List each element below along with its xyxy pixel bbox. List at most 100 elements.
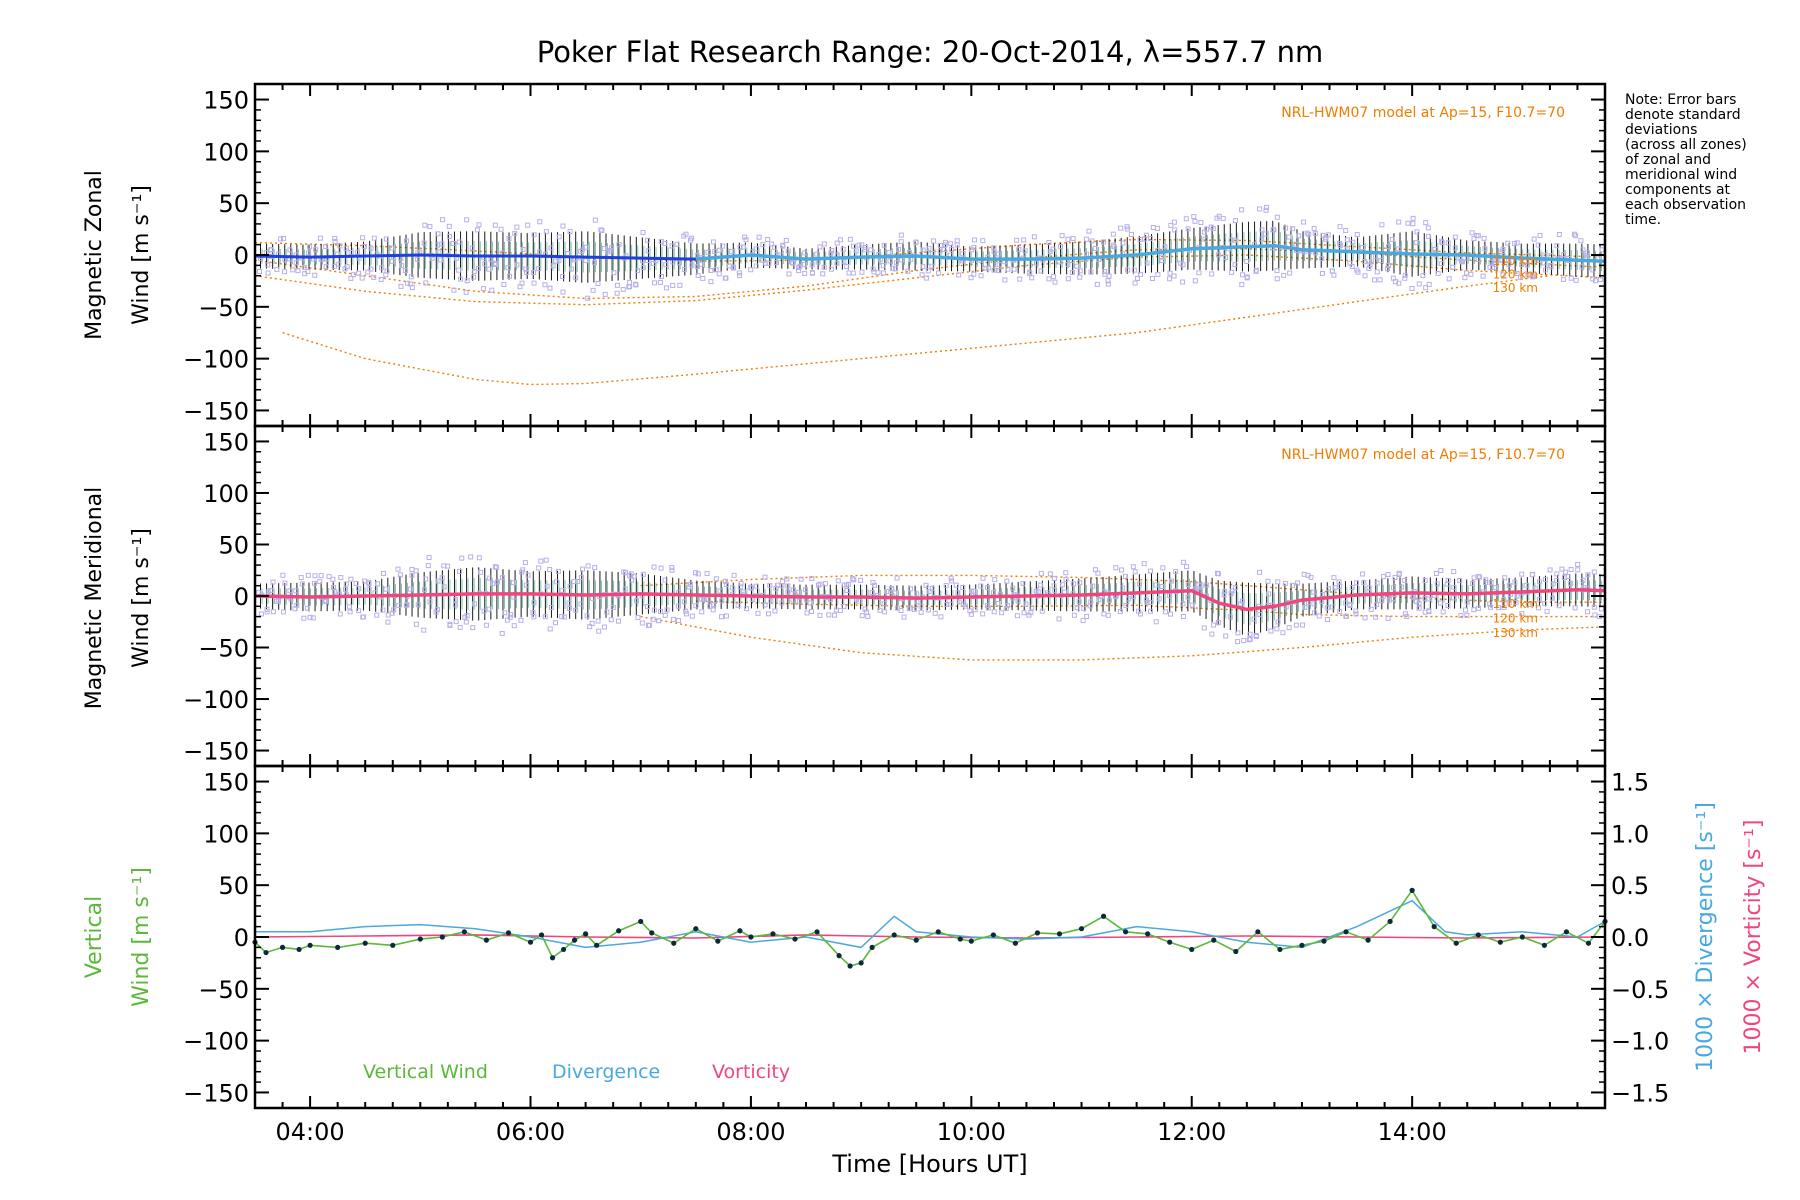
- scatter-point: [1022, 248, 1028, 254]
- scatter-point: [914, 591, 920, 597]
- scatter-point: [350, 272, 356, 278]
- scatter-point: [453, 597, 459, 603]
- scatter-point: [802, 250, 808, 256]
- scatter-point: [892, 590, 898, 596]
- vertical-wind-point: [594, 942, 600, 948]
- scatter-point: [270, 579, 276, 585]
- scatter-point: [1274, 276, 1280, 282]
- scatter-point: [1374, 269, 1380, 275]
- scatter-point: [1039, 608, 1045, 614]
- scatter-point: [949, 246, 955, 252]
- scatter-point: [317, 235, 323, 241]
- scatter-point: [978, 583, 984, 589]
- vertical-wind-point: [847, 963, 853, 969]
- scatter-point: [1362, 615, 1368, 621]
- vorticity-line: [254, 934, 1606, 939]
- scatter-point: [1329, 268, 1335, 274]
- scatter-point: [1590, 267, 1596, 273]
- scatter-point: [693, 603, 699, 609]
- scatter-point: [1580, 577, 1586, 583]
- y-tick-label: 150: [203, 769, 249, 797]
- scatter-point: [264, 606, 270, 612]
- scatter-point: [531, 270, 537, 276]
- scatter-point: [1580, 247, 1586, 253]
- scatter-point: [1038, 268, 1044, 274]
- scatter-point: [779, 579, 785, 585]
- scatter-point: [898, 232, 904, 238]
- scatter-point: [699, 609, 705, 615]
- scatter-point: [531, 614, 537, 620]
- scatter-point: [301, 264, 307, 270]
- scatter-point: [1088, 599, 1094, 605]
- vertical-wind-point: [693, 926, 699, 932]
- scatter-point: [1568, 581, 1574, 587]
- vertical-wind-point: [362, 940, 368, 946]
- scatter-point: [1493, 261, 1499, 267]
- scatter-point: [1501, 605, 1507, 611]
- scatter-point: [567, 583, 573, 589]
- scatter-point: [1215, 252, 1221, 258]
- scatter-point: [1143, 597, 1149, 603]
- scatter-point: [1347, 601, 1353, 607]
- scatter-point: [856, 598, 862, 604]
- scatter-point: [1143, 232, 1149, 238]
- scatter-point: [1162, 244, 1168, 250]
- vertical-wind-point: [638, 918, 644, 925]
- y-tick-label: −50: [198, 294, 249, 322]
- legend-divergence: Divergence: [552, 1061, 660, 1083]
- scatter-point: [865, 613, 871, 619]
- scatter-point: [1301, 571, 1307, 577]
- scatter-point: [1263, 231, 1269, 237]
- scatter-point: [748, 584, 754, 590]
- scatter-point: [547, 285, 553, 291]
- scatter-point: [1559, 566, 1565, 572]
- scatter-point: [1136, 581, 1142, 587]
- panel-vertical-ylabel-line1: Vertical: [82, 896, 107, 978]
- model-curve: [254, 254, 1606, 306]
- scatter-point: [1519, 261, 1525, 267]
- legend-vorticity: Vorticity: [712, 1061, 790, 1083]
- scatter-point: [925, 268, 931, 274]
- scatter-point: [693, 570, 699, 576]
- scatter-point: [499, 575, 505, 581]
- scatter-point: [1076, 599, 1082, 605]
- scatter-point: [459, 555, 465, 561]
- scatter-point: [1105, 278, 1111, 284]
- scatter-point: [1074, 263, 1080, 269]
- scatter-point: [760, 257, 766, 263]
- scatter-point: [301, 615, 307, 621]
- scatter-point: [980, 238, 986, 244]
- scatter-point: [723, 582, 729, 588]
- scatter-point: [716, 247, 722, 253]
- scatter-point: [1111, 244, 1117, 250]
- scatter-point: [858, 577, 864, 583]
- scatter-point: [1502, 575, 1508, 581]
- scatter-point: [1069, 270, 1075, 276]
- scatter-point: [592, 260, 598, 266]
- scatter-point: [1211, 622, 1217, 628]
- scatter-point: [1259, 227, 1265, 233]
- scatter-point: [686, 584, 692, 590]
- scatter-point: [710, 239, 716, 245]
- scatter-point: [536, 565, 542, 571]
- scatter-point: [298, 575, 304, 581]
- scatter-point: [483, 622, 489, 628]
- scatter-point: [1289, 582, 1295, 588]
- scatter-point: [313, 247, 319, 253]
- scatter-point: [265, 589, 271, 595]
- scatter-point: [1337, 608, 1343, 614]
- scatter-point: [985, 605, 991, 611]
- scatter-point: [1232, 237, 1238, 243]
- scatter-point: [405, 280, 411, 286]
- scatter-point: [519, 280, 525, 286]
- scatter-point: [480, 286, 486, 292]
- scatter-point: [711, 602, 717, 608]
- scatter-point: [869, 590, 875, 596]
- vertical-wind-point: [505, 930, 512, 936]
- scatter-point: [674, 241, 680, 247]
- scatter-point: [1396, 280, 1402, 286]
- scatter-point: [1047, 249, 1053, 255]
- scatter-point: [837, 608, 843, 614]
- scatter-point: [1362, 259, 1368, 265]
- scatter-point: [1201, 229, 1207, 235]
